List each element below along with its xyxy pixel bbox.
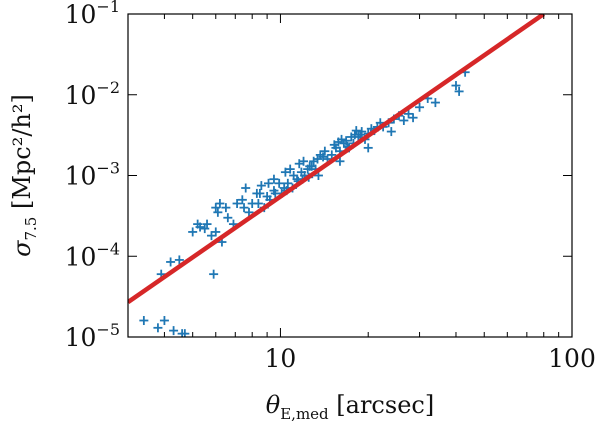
y-tick-label: 10−4 [65,239,120,271]
scatter-point [269,186,279,196]
scatter-point [341,136,351,146]
fit-line [128,14,546,305]
scatter-point [386,127,396,137]
scatter-point [215,199,225,209]
scatter-point [174,255,184,265]
axis-labels: 10 100 10−5 10−4 10−3 10−2 10−1 θE,med [arcsec]… [8,0,596,421]
scatter-point [283,178,293,188]
scatter-point [335,156,345,166]
scatter-point [363,143,373,153]
scatter-point [408,113,418,123]
y-tick-label: 10−3 [65,159,120,191]
scatter-point [404,109,414,119]
fit-line-group [128,14,546,305]
scatter-point [211,227,221,237]
scatter-point [169,326,179,336]
scatter-point [153,323,163,333]
scatter-point [213,207,223,217]
y-tick-label: 10−5 [65,320,120,352]
scatter-point [211,203,221,213]
scatter-point [253,199,263,209]
scatter-point [223,213,233,223]
scatter-point [430,98,440,108]
scatter-point [327,150,337,160]
scatter-point [209,269,219,279]
scatter-point [351,126,361,136]
scatter-point [221,203,231,213]
scatter-point [337,134,347,144]
x-tick-label: 10 [265,344,297,373]
y-axis-label: σ7.5 [Mpc²/h²] [8,94,40,257]
scatter-point [355,130,365,140]
scatter-point [200,224,210,234]
scatter-point [285,164,295,174]
scatter-point [139,316,149,326]
scatter-point [159,316,169,326]
y-tick-label: 10−2 [65,78,120,110]
scatter-point [315,150,325,160]
scatter-point [232,199,242,209]
scatter-point [280,167,290,177]
scatter-point [415,102,425,112]
scatter-point [239,203,249,213]
x-axis-label: θE,med [arcsec] [266,391,434,421]
scatter-point [255,188,265,198]
scatter-point [320,146,330,156]
scatter-point [237,195,247,205]
scatter-point [269,174,279,184]
scatter-point [166,257,176,267]
scatter-markers [139,67,470,337]
scatter-point [399,115,409,125]
scatter-point [244,207,254,217]
scatter-point [195,222,205,232]
plot-frame [127,13,573,338]
scatter-point [451,81,461,91]
scatter-point [299,156,309,166]
axes [127,13,573,338]
scatter-point [305,161,315,171]
scatter-point [454,86,464,96]
scatter-point [262,191,272,201]
scatter-point [241,183,251,193]
scatter-point [264,178,274,188]
scatter-point [188,227,198,237]
scatter-point [274,178,284,188]
scatter-point [256,181,266,191]
x-tick-label: 100 [548,344,596,373]
y-tick-label: 10−1 [65,0,120,29]
